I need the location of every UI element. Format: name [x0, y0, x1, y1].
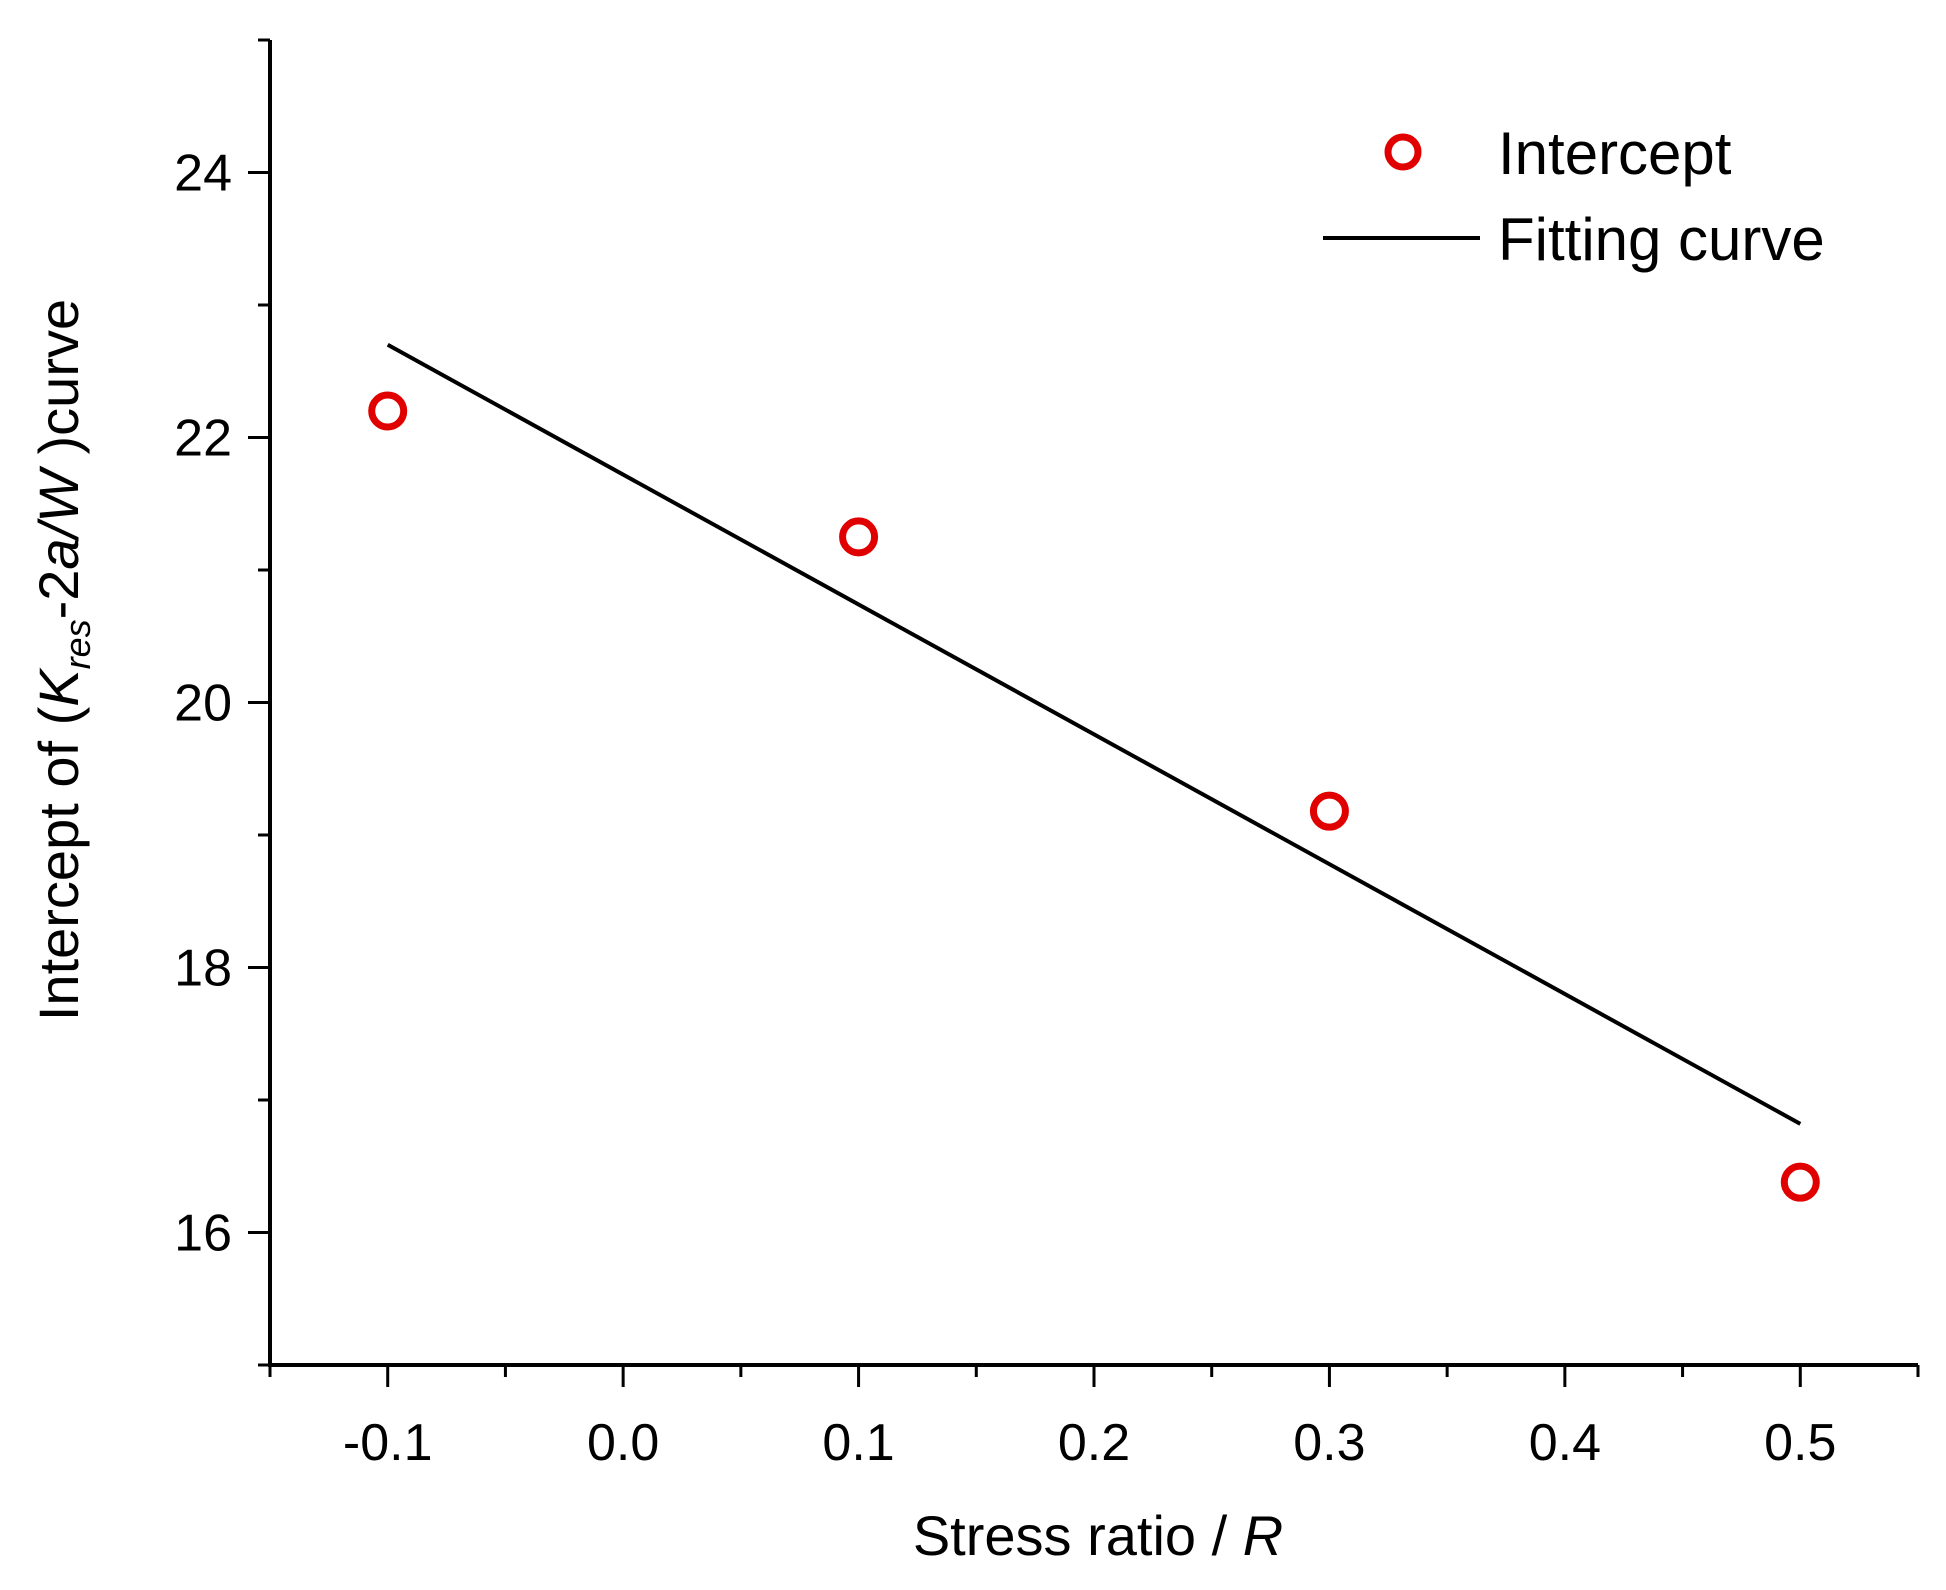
x-tick-label: 0.3	[1293, 1414, 1365, 1472]
y-tick-label: 20	[174, 675, 232, 733]
x-axis-title: Stress ratio / R	[913, 1504, 1283, 1567]
y-tick-label: 22	[174, 410, 232, 468]
legend-label-fitting-curve: Fitting curve	[1498, 206, 1825, 273]
x-tick-label: 0.2	[1058, 1414, 1130, 1472]
x-tick-label: 0.5	[1764, 1414, 1836, 1472]
fitting-curve-line	[386, 342, 1802, 1126]
y-tick-label: 18	[174, 940, 232, 998]
legend: Intercept Fitting curve	[1323, 120, 1825, 273]
x-tick-label: 0.0	[587, 1414, 659, 1472]
y-axis-title: Intercept of (Kres-2a/W )curve	[27, 299, 98, 1021]
data-point-intercept	[368, 391, 408, 431]
legend-marker-intercept	[1384, 133, 1422, 171]
legend-label-intercept: Intercept	[1498, 120, 1732, 187]
y-tick-label: 16	[174, 1205, 232, 1263]
x-tick-label: 0.4	[1529, 1414, 1601, 1472]
axes-layer: 16 18 20 22 24 -0.1 0.0 0.1 0.2 0.3 0.4 0.5	[174, 38, 1920, 1472]
data-point-intercept	[1780, 1162, 1820, 1202]
x-tick-label: -0.1	[343, 1414, 433, 1472]
y-tick-label: 24	[174, 145, 232, 203]
marks-layer	[368, 342, 1820, 1202]
data-point-intercept	[839, 517, 879, 557]
x-tick-label: 0.1	[822, 1414, 894, 1472]
data-point-intercept	[1309, 791, 1349, 831]
